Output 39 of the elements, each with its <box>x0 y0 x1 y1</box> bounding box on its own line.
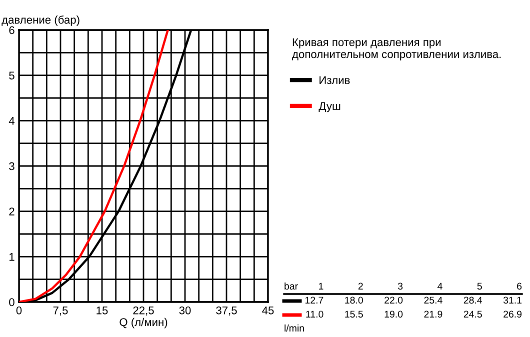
text: 4 <box>437 282 442 290</box>
x-axis-title: Q (л/мин) <box>120 318 168 328</box>
text: 12.7 <box>305 296 324 304</box>
y-tick-label: 6 <box>9 26 14 34</box>
text: 31.1 <box>503 296 522 304</box>
text: bar <box>284 282 298 290</box>
text: l/min <box>284 324 304 332</box>
x-tick-label: 15 <box>96 306 108 314</box>
y-tick-label: 2 <box>9 208 14 216</box>
text: 28.4 <box>464 296 482 304</box>
x-tick-label: 0 <box>16 306 22 314</box>
y-tick-label: 0 <box>9 298 14 306</box>
text: 25.4 <box>424 296 442 304</box>
x-tick-label: 30 <box>179 306 191 314</box>
text: 3 <box>398 282 403 290</box>
x-tick-label: 7,5 <box>53 306 68 316</box>
y-tick-label: 3 <box>9 162 14 170</box>
y-tick-label: 1 <box>10 253 14 261</box>
y-tick-label: 5 <box>9 72 14 80</box>
legend-label: Излив <box>320 76 350 84</box>
text: 19.0 <box>384 310 403 318</box>
text: 26.9 <box>504 310 522 318</box>
x-tick-label: 45 <box>262 306 274 314</box>
legend-title: Кривая потери давления при дополнительном сопротивлении излива. <box>292 38 501 60</box>
text: 15.5 <box>345 310 363 318</box>
x-tick-label: 37,5 <box>216 306 237 316</box>
legend-label: Душ <box>318 102 340 112</box>
x-tick-label: 22,5 <box>133 306 154 316</box>
text: 24.5 <box>464 310 482 318</box>
y-tick-label: 4 <box>8 117 15 125</box>
text: 1 <box>319 282 324 290</box>
text: 2 <box>358 282 363 290</box>
text: 21.9 <box>424 310 442 318</box>
text: 5 <box>477 282 482 290</box>
text: 11.0 <box>306 310 324 318</box>
y-axis-title: давление (бар) <box>2 15 80 26</box>
text: 6 <box>517 282 522 290</box>
text: 18.0 <box>345 296 363 304</box>
text: 22.0 <box>384 296 403 304</box>
